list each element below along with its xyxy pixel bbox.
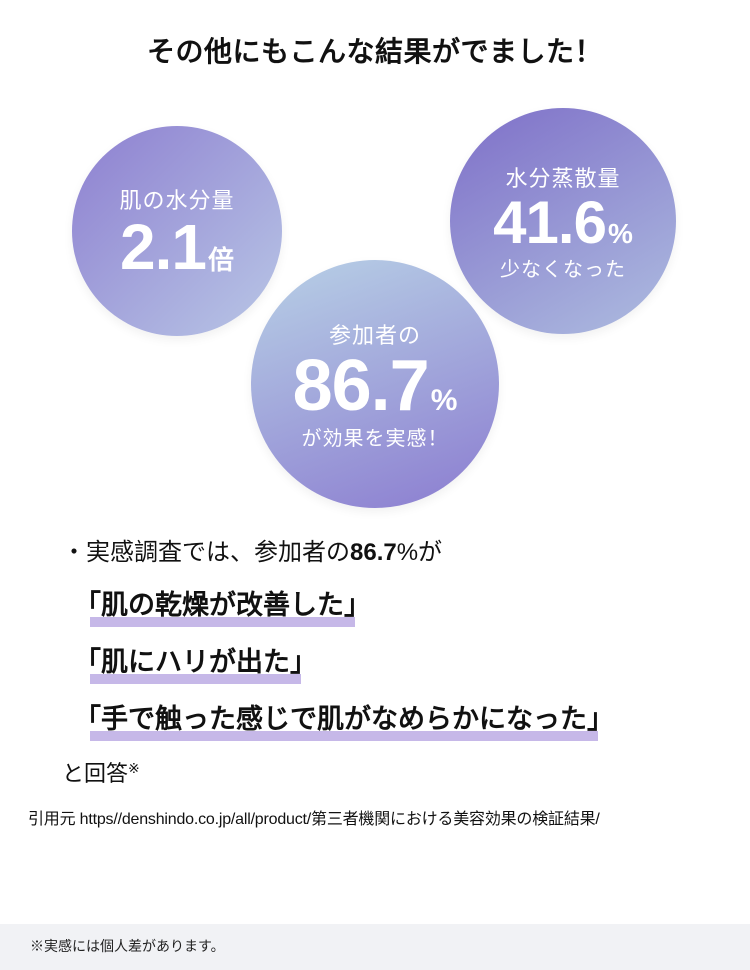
section-heading: その他にもこんな結果がでました！	[0, 30, 750, 70]
stat-value-row: 86.7 %	[293, 350, 458, 422]
answer-text: と回答	[62, 761, 128, 786]
stat-value: 86.7	[293, 350, 429, 422]
stat-value: 41.6	[493, 193, 606, 253]
answer-line: と回答※	[62, 753, 688, 795]
lead-suffix: %が	[397, 539, 442, 566]
stat-label-bottom: が効果を実感！	[302, 422, 449, 451]
quote-line-wrap: 「肌にハリが出た」	[62, 633, 688, 690]
stat-unit: 倍	[208, 247, 234, 273]
stat-circle-moisture: 肌の水分量 2.1 倍	[72, 126, 282, 336]
lead-prefix: ・実感調査では、参加者の	[62, 539, 350, 566]
results-text-block: ・実感調査では、参加者の86.7%が 「肌の乾燥が改善した」 「肌にハリが出た」…	[0, 510, 750, 795]
stat-label-top: 参加者の	[329, 318, 421, 350]
infographic-page: その他にもこんな結果がでました！ 肌の水分量 2.1 倍 水分蒸散量 41.6 …	[0, 0, 750, 970]
quote-line-wrap: 「肌の乾燥が改善した」	[62, 576, 688, 633]
stat-value-row: 41.6 %	[493, 193, 633, 253]
stat-unit: %	[431, 386, 458, 416]
answer-footnote-mark: ※	[128, 760, 140, 776]
stat-circle-satisfaction: 参加者の 86.7 % が効果を実感！	[251, 260, 499, 508]
stat-value: 2.1	[120, 215, 206, 279]
footnote-bar: ※実感には個人差があります。	[0, 924, 750, 970]
source-citation: 引用元 https//denshindo.co.jp/all/product/第…	[0, 795, 750, 829]
lead-line: ・実感調査では、参加者の86.7%が	[62, 530, 688, 576]
footnote-text: ※実感には個人差があります。	[30, 938, 225, 954]
stat-circle-evaporation: 水分蒸散量 41.6 % 少なくなった	[450, 108, 676, 334]
stat-circles-group: 肌の水分量 2.1 倍 水分蒸散量 41.6 % 少なくなった 参加者の 86.…	[0, 90, 750, 510]
stat-label-bottom: 少なくなった	[500, 253, 626, 282]
lead-strong-number: 86.7	[350, 539, 397, 566]
quote-line: 「手で触った感じで肌がなめらかになった」	[72, 694, 616, 745]
quote-line: 「肌の乾燥が改善した」	[72, 580, 373, 631]
stat-label-top: 水分蒸散量	[505, 161, 620, 193]
quote-line: 「肌にハリが出た」	[72, 637, 319, 688]
stat-unit: %	[608, 220, 633, 248]
stat-value-row: 2.1 倍	[120, 215, 234, 279]
quote-line-wrap: 「手で触った感じで肌がなめらかになった」	[62, 690, 688, 747]
